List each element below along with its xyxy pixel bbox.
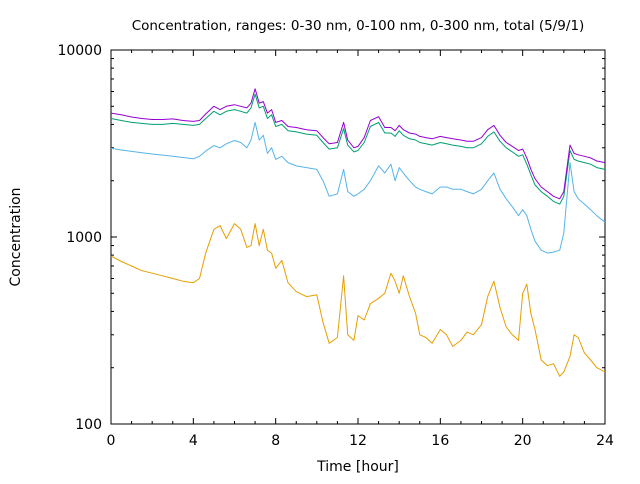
y-tick-label: 10000: [57, 43, 102, 59]
x-tick-label: 16: [431, 433, 449, 449]
plot-frame: [110, 49, 606, 425]
y-axis: 100 1000 10000: [57, 43, 605, 433]
series-group: [110, 88, 606, 377]
y-axis-label: Concentration: [8, 187, 24, 286]
x-axis: 0 4 8 12 16 20 24: [107, 50, 614, 449]
x-tick-label: 24: [596, 433, 614, 449]
x-axis-label: Time [hour]: [316, 459, 399, 475]
series-line-3: [110, 93, 606, 205]
y-tick-label: 1000: [66, 230, 102, 246]
series-line-2: [110, 121, 606, 254]
x-tick-label: 12: [349, 433, 367, 449]
x-tick-label: 20: [514, 433, 532, 449]
series-line-4: [110, 88, 606, 200]
y-tick-label: 100: [75, 417, 102, 433]
series-line-1: [110, 223, 606, 377]
x-tick-label: 4: [189, 433, 198, 449]
x-tick-label: 0: [107, 433, 116, 449]
x-tick-label: 8: [271, 433, 280, 449]
chart-title: Concentration, ranges: 0-30 nm, 0-100 nm…: [132, 18, 585, 34]
